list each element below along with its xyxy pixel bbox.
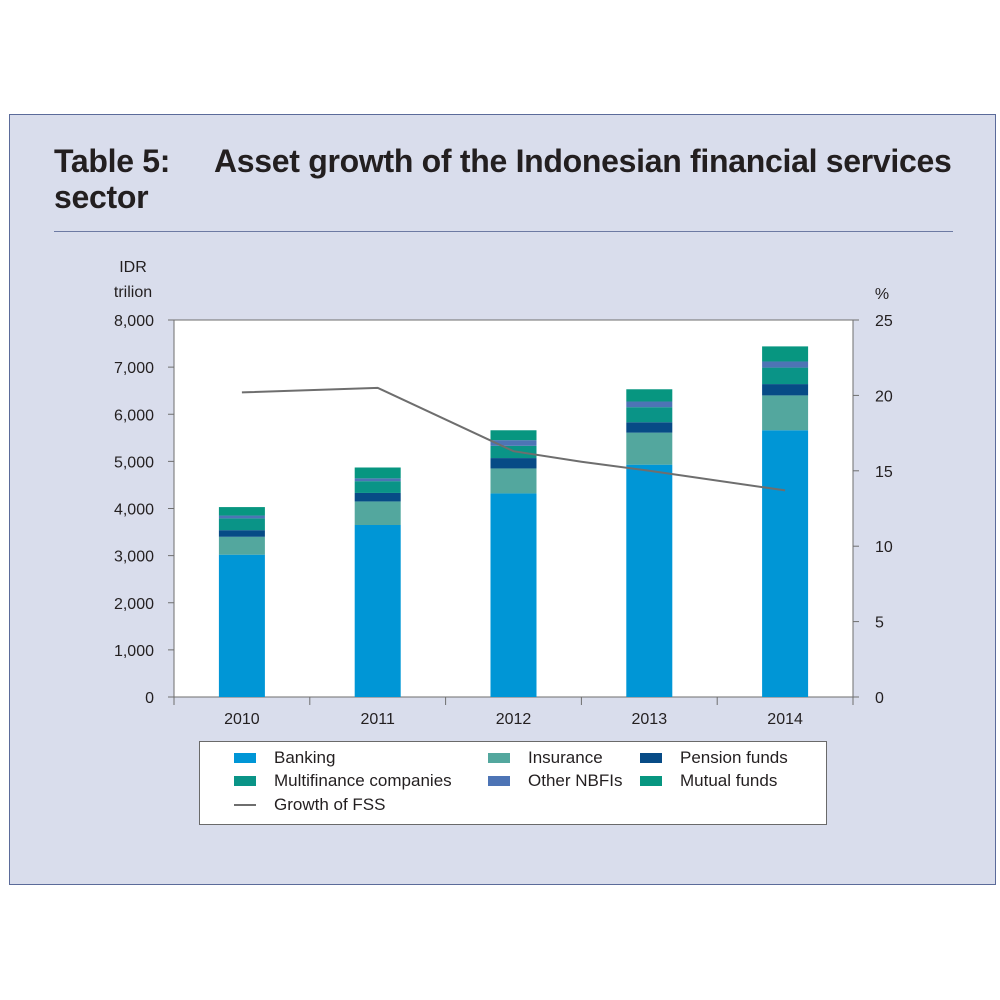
bar-pension-funds-2014	[762, 384, 809, 396]
bar-banking-2011	[354, 524, 401, 697]
title-text: Asset growth of the Indonesian financial…	[54, 143, 952, 215]
right-axis-tick-label: 5	[875, 615, 884, 632]
bar-multifinance-companies-2014	[762, 367, 809, 385]
legend-label-insurance: Insurance	[528, 748, 603, 767]
legend-swatch-banking	[234, 753, 256, 763]
x-axis-tick-label: 2013	[632, 711, 668, 728]
legend-swatch-mutual-funds	[640, 776, 662, 786]
bar-insurance-2010	[218, 536, 265, 555]
bar-mutual-funds-2011	[354, 467, 401, 479]
bar-pension-funds-2012	[490, 458, 537, 469]
bar-mutual-funds-2013	[626, 389, 673, 402]
legend-swatch-multifinance	[234, 776, 256, 786]
left-axis-tick-label: 1,000	[114, 643, 154, 660]
bar-banking-2010	[218, 554, 265, 697]
bar-pension-funds-2010	[218, 530, 265, 537]
legend-swatch-pension-funds	[640, 753, 662, 763]
bar-other-nbfis-2012	[490, 440, 537, 446]
right-axis-tick-label: 0	[875, 690, 884, 707]
bar-other-nbfis-2011	[354, 478, 401, 482]
title-divider	[54, 231, 953, 232]
bar-multifinance-companies-2011	[354, 481, 401, 493]
left-axis-tick-label: 6,000	[114, 407, 154, 424]
bar-multifinance-companies-2013	[626, 407, 673, 423]
left-axis-label: trilion	[114, 284, 152, 301]
x-axis-tick-label: 2012	[496, 711, 532, 728]
chart-legend: Banking Insurance Pension funds Multifin…	[199, 741, 827, 825]
bar-pension-funds-2011	[354, 492, 401, 502]
bar-mutual-funds-2010	[218, 507, 265, 516]
right-axis-tick-label: 20	[875, 388, 893, 405]
right-axis-tick-label: 15	[875, 464, 893, 481]
left-axis-tick-label: 0	[145, 690, 154, 707]
bar-pension-funds-2013	[626, 422, 673, 433]
bar-other-nbfis-2010	[218, 515, 265, 519]
x-axis-tick-label: 2011	[360, 711, 395, 728]
legend-label-mutual-funds: Mutual funds	[680, 771, 778, 790]
bar-insurance-2011	[354, 501, 401, 525]
bar-insurance-2012	[490, 468, 537, 494]
bar-other-nbfis-2014	[762, 361, 809, 368]
legend-label-multifinance: Multifinance companies	[274, 771, 452, 790]
right-axis-label: %	[875, 286, 889, 303]
legend-label-banking: Banking	[274, 748, 336, 767]
left-axis-tick-label: 3,000	[114, 549, 154, 566]
right-axis-tick-label: 25	[875, 313, 893, 330]
legend-label-growth-of-fss: Growth of FSS	[274, 795, 386, 814]
bar-mutual-funds-2012	[490, 430, 537, 441]
line-growth-of-fss	[241, 386, 786, 492]
bar-multifinance-companies-2010	[218, 518, 265, 531]
legend-label-pension-funds: Pension funds	[680, 748, 788, 767]
legend-swatch-insurance	[488, 753, 510, 763]
legend-swatch-other-nbfis	[488, 776, 510, 786]
left-axis-tick-label: 2,000	[114, 596, 154, 613]
left-axis-tick-label: 8,000	[114, 313, 154, 330]
bar-banking-2012	[490, 493, 537, 697]
x-axis-tick-label: 2010	[224, 711, 260, 728]
bar-banking-2013	[626, 464, 673, 697]
bar-insurance-2013	[626, 432, 673, 465]
left-axis-tick-label: 7,000	[114, 360, 154, 377]
bar-banking-2014	[762, 430, 809, 697]
title-number: Table 5:	[54, 143, 171, 179]
legend-label-other-nbfis: Other NBFIs	[528, 771, 623, 790]
bar-insurance-2014	[762, 395, 809, 431]
bar-other-nbfis-2013	[626, 401, 673, 408]
legend-line-growth-of-fss	[234, 804, 256, 806]
left-axis-tick-label: 4,000	[114, 502, 154, 519]
left-axis-tick-label: 5,000	[114, 454, 154, 471]
bar-mutual-funds-2014	[762, 346, 809, 362]
x-axis-tick-label: 2014	[767, 711, 803, 728]
right-axis-tick-label: 10	[875, 539, 893, 556]
chart-title: Table 5: Asset growth of the Indonesian f…	[54, 143, 954, 215]
left-axis-label: IDR	[119, 259, 147, 276]
